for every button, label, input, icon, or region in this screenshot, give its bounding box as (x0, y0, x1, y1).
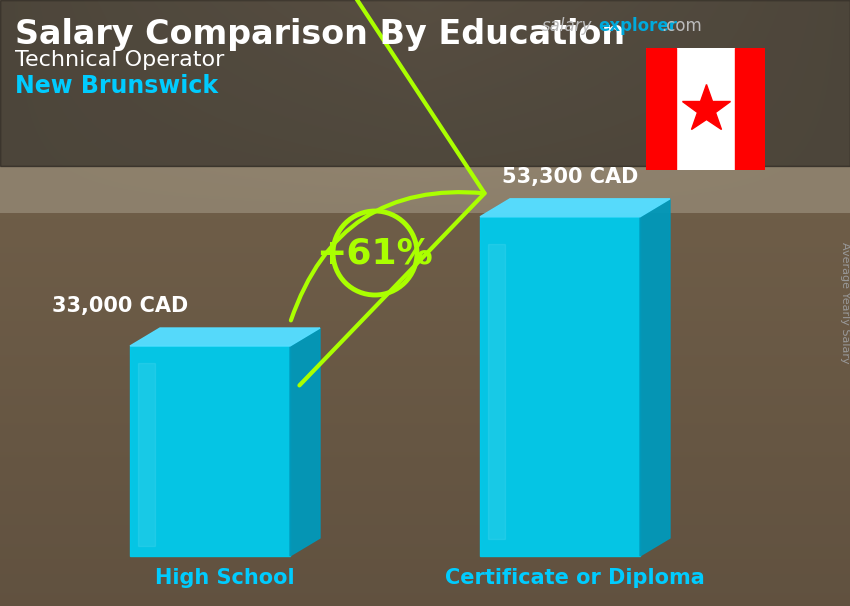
Text: Salary Comparison By Education: Salary Comparison By Education (15, 18, 625, 51)
Polygon shape (290, 328, 320, 556)
Text: New Brunswick: New Brunswick (15, 74, 218, 98)
Text: +61%: +61% (316, 236, 434, 270)
Polygon shape (640, 199, 670, 556)
Text: 53,300 CAD: 53,300 CAD (502, 167, 638, 187)
Polygon shape (138, 363, 155, 545)
Polygon shape (480, 217, 640, 556)
Text: salary: salary (542, 17, 592, 35)
Text: Technical Operator: Technical Operator (15, 50, 224, 70)
Polygon shape (0, 0, 850, 166)
Polygon shape (130, 328, 320, 346)
Text: .com: .com (661, 17, 702, 35)
Text: explorer: explorer (598, 17, 677, 35)
Polygon shape (488, 244, 505, 539)
Text: Average Yearly Salary: Average Yearly Salary (840, 242, 850, 364)
Text: High School: High School (156, 568, 295, 588)
Bar (646, 48, 676, 170)
Text: 33,000 CAD: 33,000 CAD (52, 296, 188, 316)
Polygon shape (130, 346, 290, 556)
Polygon shape (480, 199, 670, 217)
Bar (735, 48, 765, 170)
Text: Certificate or Diploma: Certificate or Diploma (445, 568, 705, 588)
